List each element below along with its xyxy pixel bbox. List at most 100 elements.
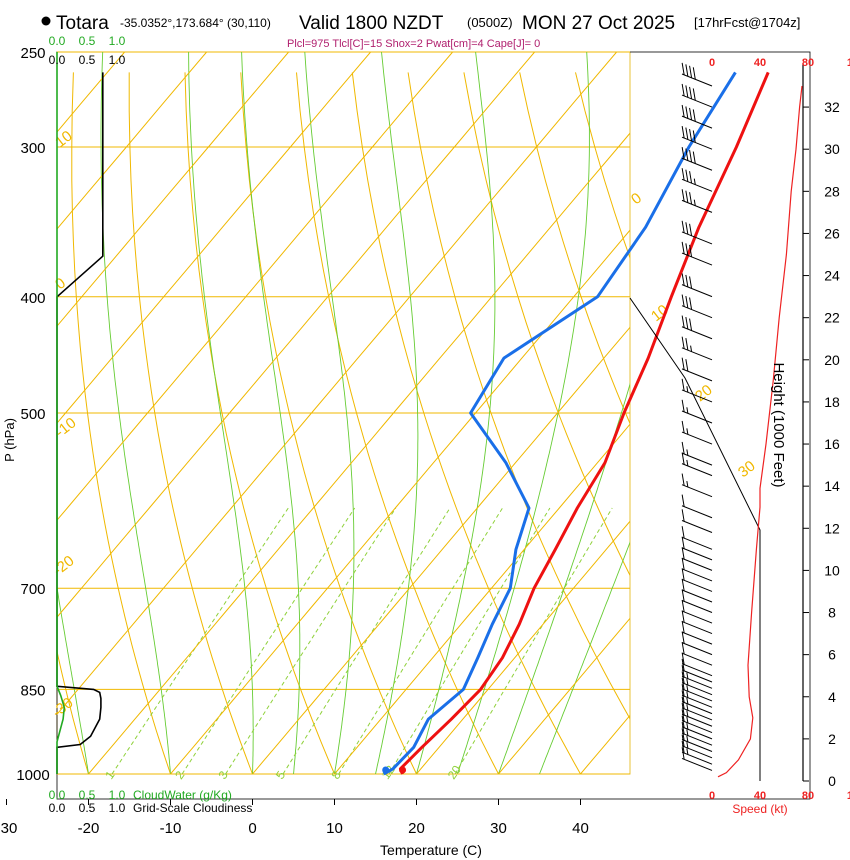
wind-barb [681,709,713,734]
wind-barb-flag [681,452,685,465]
wind-barb [681,696,713,721]
wind-barb-flag [692,130,696,143]
wind-barb-flag [685,274,689,288]
wind-barb-flag [681,273,685,286]
wind-barb [681,652,713,677]
dry-adiabat-line [519,72,630,425]
wind-barb-flag [681,631,685,644]
wind-barb-flag [685,106,689,119]
y-axis-title: P (hPa) [2,418,17,462]
wind-barb-flag [681,703,685,716]
wind-barb-flag [681,677,685,690]
moist-adiabat-line [457,52,590,774]
wind-barb [681,378,713,403]
height-tick-label: 22 [824,310,840,326]
isotherm-label: 0 [52,275,69,294]
wind-barb-flag [681,671,685,684]
wind-barb-flag [681,62,685,75]
isotherm-line [88,132,630,774]
wind-barb-flag [689,318,693,331]
wind-barb [681,147,713,171]
wind-barb-half-flag [686,480,689,488]
dry-adiabat-line [351,72,581,774]
pressure-tick-label: 400 [20,290,45,307]
x-tick-label: 40 [572,820,589,837]
wind-barb-half-flag [686,729,689,736]
wind-barb [681,547,713,571]
x-tick-label: -10 [160,820,182,837]
wind-barb [681,452,713,477]
wind-barb-flag [692,151,696,164]
wind-barb-flag [685,148,689,161]
speed-tick-bottom: 0 [709,790,715,802]
wind-barb-flag [681,684,685,697]
surface-dewpoint-marker [382,766,390,774]
wind-barb [681,658,713,683]
wind-barb-shaft [681,284,713,298]
wind-barb-shaft [681,758,713,771]
mixing-ratio-label: 20 [445,763,464,782]
wind-barb-half-flag [686,685,689,692]
wind-barb-shaft [681,547,713,561]
height-tick-label: 32 [824,99,840,115]
wind-barb [681,315,713,340]
wind-barb-shaft [681,431,713,445]
wind-barb-shaft [681,631,713,645]
wind-barb-flag [681,589,685,602]
wind-barb-flag [681,740,685,754]
wind-speed-profile: 0040408080120120 [709,57,850,802]
wind-barb-shaft [681,707,713,721]
isotherm-line [498,617,630,774]
wind-barb-shaft [681,326,713,340]
wind-barb-flag [681,658,685,671]
cloudiness-tick: 0.0 [49,801,66,815]
wind-barb-shaft [681,157,713,171]
wind-barb-shaft [681,739,713,752]
wind-barb-shaft [681,231,713,245]
wind-barb [681,734,713,759]
dry-adiabat-line [71,72,171,774]
isotherm-label: 20 [692,381,716,405]
height-tick-label: 10 [824,562,840,578]
moist-adiabat-line [241,52,301,774]
wind-barb-flag [681,494,685,507]
wind-barb-shaft [681,199,713,213]
wind-barb [681,294,713,319]
pressure-tick-label: 500 [20,406,45,423]
wind-barb-flag [681,315,685,328]
wind-barb-shaft [681,732,713,746]
cloud-water-tick: 0.0 [49,788,66,802]
utc-time: (0500Z) [467,15,513,30]
wind-barb-flag [685,85,689,98]
cloudiness-tick: 1.0 [109,801,126,815]
wind-barb-half-flag [686,704,689,711]
forecast-info: [17hrFcst@1704z] [694,15,800,30]
wind-barb [681,747,713,771]
cloud-water-line [56,52,66,774]
wind-barb-flag [685,295,689,309]
isobars [57,51,630,775]
wind-barb [681,220,713,245]
wind-barbs [681,62,713,771]
wind-barb-flag [681,578,685,591]
x-axis-title: Temperature (C) [380,842,482,858]
wind-barb [681,578,713,603]
wind-barb [681,665,713,689]
wind-barb-flag [692,109,696,122]
mixing-ratio-line [181,507,356,774]
wind-barb-shaft [681,745,713,759]
wind-barb-flag [681,641,685,655]
wind-barb-shaft [681,484,713,498]
speed-line [717,85,803,778]
wind-barb-flag [681,696,685,709]
mixing-ratio-label: 2 [172,768,187,782]
wind-barb [681,568,713,592]
wind-barb [681,441,713,466]
station-dot-icon [41,16,51,26]
wind-barb-half-flag [693,178,696,185]
height-tick-label: 24 [824,268,840,284]
dry-adiabat-line [240,72,417,774]
wind-barb [681,715,713,740]
cloudiness-tick: 0.0 [49,53,66,67]
mixing-ratio-line [388,507,551,774]
